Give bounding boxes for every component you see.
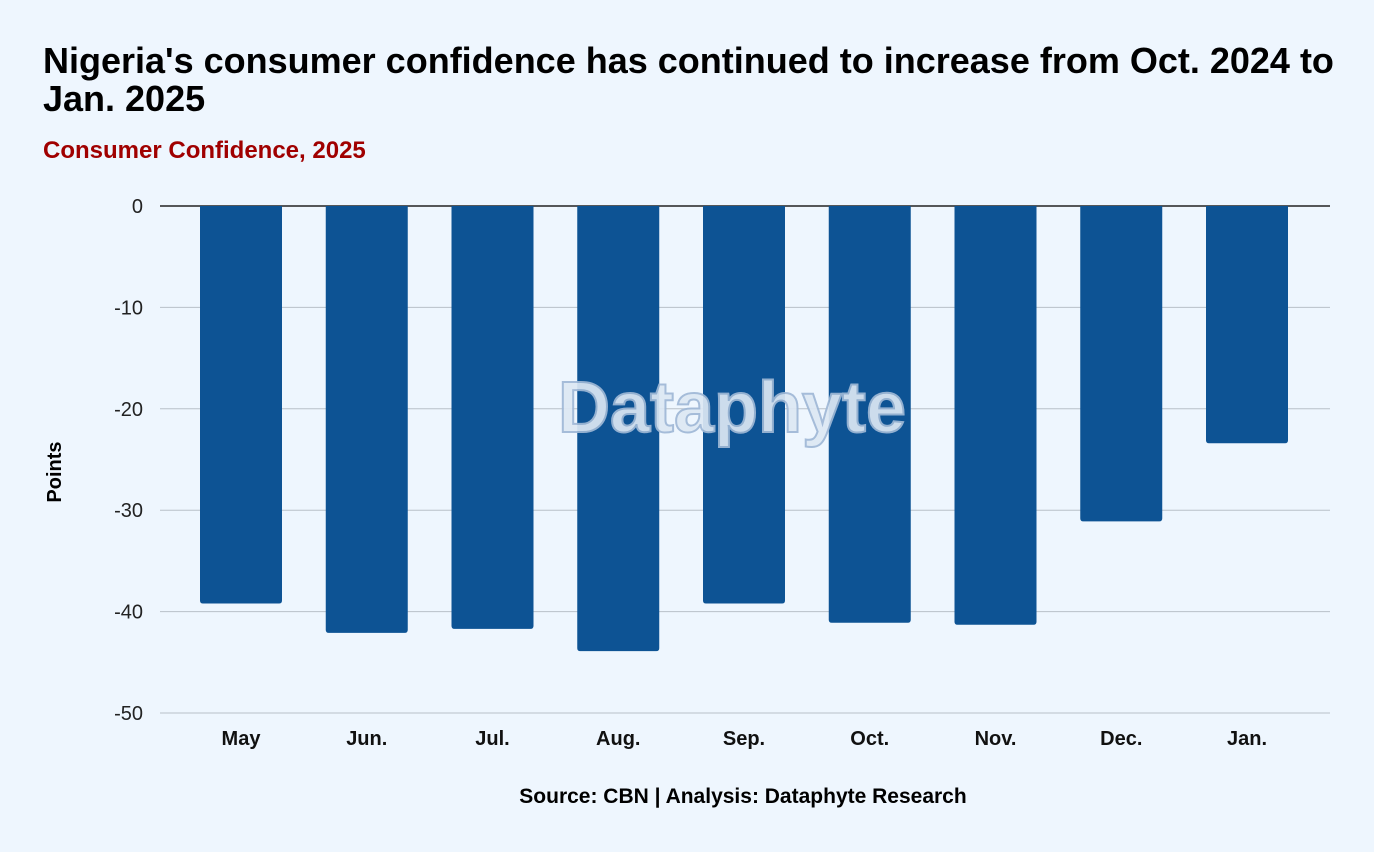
x-tick-label: Dec. bbox=[1100, 728, 1142, 750]
y-tick-label: -50 bbox=[114, 703, 143, 725]
chart-title: Nigeria's consumer confidence has contin… bbox=[43, 40, 1334, 119]
bar-nov bbox=[954, 206, 1037, 625]
x-tick-label: Nov. bbox=[975, 728, 1017, 750]
bar-sep bbox=[703, 206, 785, 604]
bar-jul bbox=[451, 206, 534, 629]
x-tick-label: Jun. bbox=[346, 728, 387, 750]
y-tick-label: -20 bbox=[114, 399, 143, 421]
bar-jan bbox=[1206, 206, 1288, 444]
y-tick-label: -30 bbox=[114, 500, 143, 522]
bar-may bbox=[200, 206, 282, 604]
x-tick-label: May bbox=[222, 728, 262, 750]
y-tick-label: -40 bbox=[114, 602, 143, 624]
x-tick-label: Oct. bbox=[850, 728, 889, 750]
bar-oct bbox=[828, 206, 911, 623]
x-tick-label: Jan. bbox=[1227, 728, 1267, 750]
y-axis-label: Points bbox=[44, 441, 66, 502]
bar-dec bbox=[1080, 206, 1163, 522]
watermark-logo: Dataphyte bbox=[558, 368, 906, 448]
x-tick-label: Aug. bbox=[596, 728, 640, 750]
x-tick-label: Sep. bbox=[723, 728, 765, 750]
chart-subtitle: Consumer Confidence, 2025 bbox=[43, 137, 366, 164]
y-tick-label: -10 bbox=[114, 297, 143, 319]
bar-aug bbox=[577, 206, 660, 652]
y-tick-label: 0 bbox=[132, 196, 143, 218]
x-tick-label: Jul. bbox=[475, 728, 509, 750]
bar-jun bbox=[325, 206, 408, 633]
source-note: Source: CBN | Analysis: Dataphyte Resear… bbox=[519, 785, 967, 808]
